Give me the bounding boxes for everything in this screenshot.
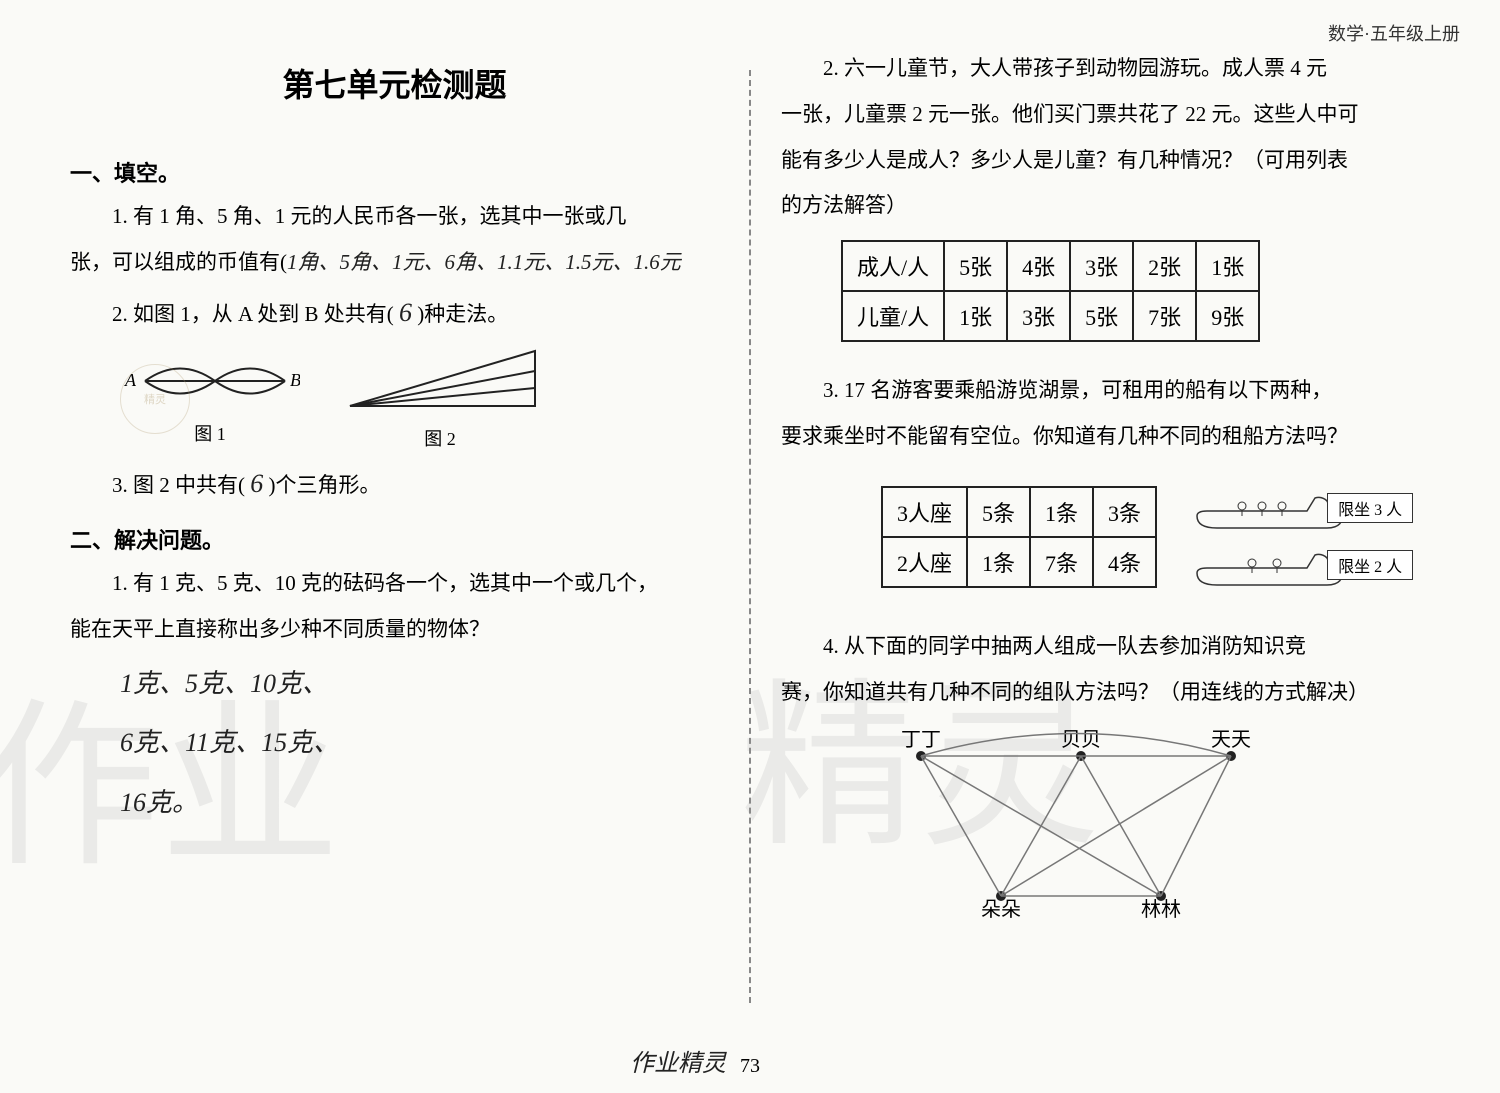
figure-2: 图 2 (340, 346, 540, 451)
cell: 5条 (967, 487, 1030, 537)
page-number: 73 (740, 1055, 760, 1078)
cell: 成人/人 (842, 241, 944, 291)
boat-2-label: 限坐 2 人 (1327, 550, 1413, 580)
q3-answer-table: 3人座 5条 1条 3条 2人座 1条 7条 4条 (881, 486, 1157, 588)
left-column: 第七单元检测题 一、填空。 1. 有 1 角、5 角、1 元的人民币各一张，选其… (40, 50, 749, 1063)
connection-graph-svg: 丁丁 贝贝 天天 朵朵 林林 (841, 726, 1341, 926)
s2q1-ans2: 6克、11克、15克、 (120, 718, 719, 767)
s2q2-line3: 能有多少人是成人？多少人是儿童？有几种情况？（可用列表 (781, 142, 1430, 180)
q2-answer-table: 成人/人 5张 4张 3张 2张 1张 儿童/人 1张 3张 5张 7张 9张 (841, 240, 1260, 342)
q3-answer: 6 (250, 469, 263, 498)
watermark-stamp: 精灵 (120, 364, 190, 434)
cell: 7条 (1030, 537, 1093, 587)
q2-end: )种走法。 (417, 302, 508, 326)
s2q4-line1: 4. 从下面的同学中抽两人组成一队去参加消防知识竞 (781, 628, 1430, 666)
cell: 1条 (1030, 487, 1093, 537)
boat-icon (1187, 486, 1347, 531)
s2q2-line4: 的方法解答） (781, 187, 1430, 225)
unit-title: 第七单元检测题 (70, 60, 719, 106)
page-header-subject: 数学·五年级上册 (1328, 20, 1460, 46)
cell: 儿童/人 (842, 291, 944, 341)
q3-end: )个三角形。 (269, 473, 381, 497)
cell: 3人座 (882, 487, 967, 537)
s2q4-line2: 赛，你知道共有几种不同的组队方法吗？（用连线的方式解决） (781, 674, 1430, 712)
section-2-header: 二、解决问题。 (70, 523, 719, 555)
s2q1-line2: 能在天平上直接称出多少种不同质量的物体？ (70, 611, 719, 649)
page-container: 第七单元检测题 一、填空。 1. 有 1 角、5 角、1 元的人民币各一张，选其… (0, 0, 1500, 1093)
node-label: 天天 (1211, 729, 1251, 751)
cell: 5张 (1070, 291, 1133, 341)
q2-answer: 6 (399, 298, 412, 327)
s2q2-line1: 2. 六一儿童节，大人带孩子到动物园游玩。成人票 4 元 (781, 50, 1430, 88)
s2q1-ans1: 1克、5克、10克、 (120, 659, 719, 708)
node-label: 丁丁 (901, 729, 941, 751)
node-label: 贝贝 (1061, 729, 1101, 751)
footer-handwriting: 作业精灵 (630, 1043, 726, 1078)
q1-line1: 1. 有 1 角、5 角、1 元的人民币各一张，选其中一张或几 (70, 198, 719, 236)
boat-3-label: 限坐 3 人 (1327, 493, 1413, 523)
cell: 1张 (1196, 241, 1259, 291)
q3-line: 3. 图 2 中共有( 6 )个三角形。 (70, 461, 719, 508)
q3-row: 3人座 5条 1条 3条 2人座 1条 7条 4条 (821, 471, 1430, 603)
s2q1-ans3: 16克。 (120, 778, 719, 827)
cell: 1条 (967, 537, 1030, 587)
section-1-header: 一、填空。 (70, 156, 719, 188)
s2q2-line2: 一张，儿童票 2 元一张。他们买门票共花了 22 元。这些人中可 (781, 96, 1430, 134)
s2q3-line1: 3. 17 名游客要乘船游览湖景，可租用的船有以下两种， (781, 372, 1430, 410)
cell: 7张 (1133, 291, 1196, 341)
boat-icon (1187, 543, 1347, 588)
cell: 4张 (1007, 241, 1070, 291)
q2-text: 2. 如图 1，从 A 处到 B 处共有( (112, 302, 394, 326)
q2-line: 2. 如图 1，从 A 处到 B 处共有( 6 )种走法。 (70, 290, 719, 337)
cell: 3张 (1007, 291, 1070, 341)
cell: 3条 (1093, 487, 1156, 537)
table-row: 儿童/人 1张 3张 5张 7张 9张 (842, 291, 1259, 341)
boat-3-seat: 限坐 3 人 (1187, 486, 1413, 531)
node-label: 朵朵 (981, 899, 1021, 921)
q1-cont-text: 张，可以组成的币值有( (70, 250, 287, 274)
q1-line2: 张，可以组成的币值有(1角、5角、1元、6角、1.1元、1.5元、1.6元 (70, 244, 719, 282)
boat-2-seat: 限坐 2 人 (1187, 543, 1413, 588)
figures-row: A B 图 1 精灵 图 2 (120, 346, 719, 451)
figure-2-svg (340, 346, 540, 416)
table-row: 成人/人 5张 4张 3张 2张 1张 (842, 241, 1259, 291)
s2q1-line1: 1. 有 1 克、5 克、10 克的砝码各一个，选其中一个或几个， (70, 565, 719, 603)
cell: 9张 (1196, 291, 1259, 341)
right-column: 2. 六一儿童节，大人带孩子到动物园游玩。成人票 4 元 一张，儿童票 2 元一… (751, 50, 1460, 1063)
q4-graph: 丁丁 贝贝 天天 朵朵 林林 (841, 726, 1430, 931)
s2q3-line2: 要求乘坐时不能留有空位。你知道有几种不同的租船方法吗？ (781, 418, 1430, 456)
q1-answer: 1角、5角、1元、6角、1.1元、1.5元、1.6元 (287, 250, 681, 274)
cell: 4条 (1093, 537, 1156, 587)
cell: 2人座 (882, 537, 967, 587)
cell: 1张 (944, 291, 1007, 341)
fig2-caption: 图 2 (340, 425, 540, 451)
node-label: 林林 (1141, 898, 1181, 921)
cell: 2张 (1133, 241, 1196, 291)
table-row: 3人座 5条 1条 3条 (882, 487, 1156, 537)
cell: 3张 (1070, 241, 1133, 291)
cell: 5张 (944, 241, 1007, 291)
q3-text: 3. 图 2 中共有( (112, 473, 245, 497)
fig1-label-B: B (290, 370, 300, 390)
table-row: 2人座 1条 7条 4条 (882, 537, 1156, 587)
boats-illustrations: 限坐 3 人 限坐 2 人 (1187, 486, 1413, 588)
